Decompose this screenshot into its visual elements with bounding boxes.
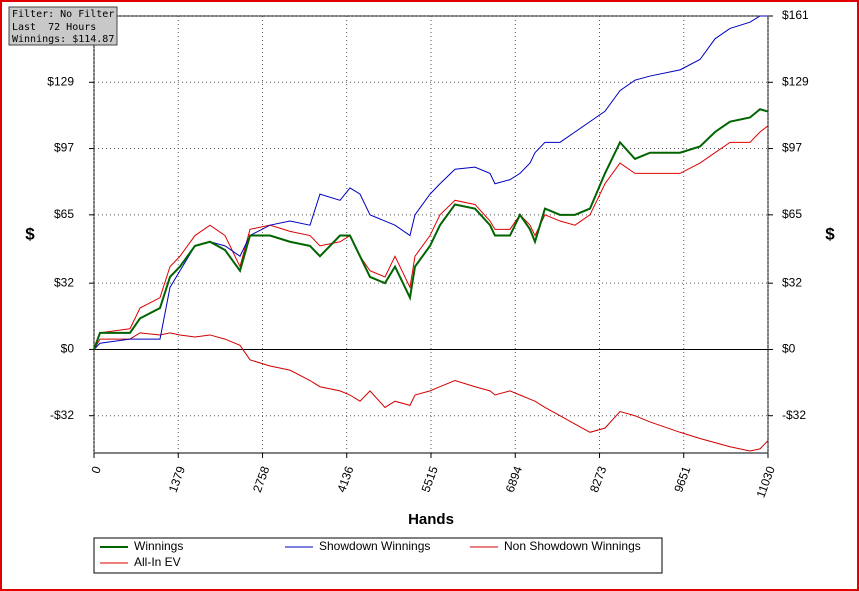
y2-tick-label: $129 <box>782 74 809 88</box>
info-box <box>8 6 118 46</box>
y-axis-label: $ <box>25 224 35 243</box>
y-tick-label: -$32 <box>50 408 74 422</box>
y2-tick-label: $0 <box>782 342 796 356</box>
y-tick-label: $97 <box>54 141 74 155</box>
y-tick-label: $32 <box>54 275 74 289</box>
legend-label: All-In EV <box>134 555 181 569</box>
series-line <box>93 108 769 350</box>
series-line <box>93 125 769 350</box>
legend <box>93 537 663 574</box>
y2-tick-label: $65 <box>782 207 802 221</box>
y2-axis-label: $ <box>825 224 835 243</box>
y-tick-label: $0 <box>61 342 75 356</box>
y-tick-label: $129 <box>47 74 74 88</box>
y2-tick-label: -$32 <box>782 408 806 422</box>
info-text: Winnings: $114.87 <box>12 34 114 45</box>
legend-label: Showdown Winnings <box>319 539 430 553</box>
info-text: Last 72 Hours <box>12 22 96 33</box>
legend-label: Non Showdown Winnings <box>504 539 641 553</box>
y2-tick-label: $32 <box>782 275 802 289</box>
y2-tick-label: $161 <box>782 8 809 22</box>
legend-label: Winnings <box>134 539 183 553</box>
info-text: Filter: No Filter <box>12 9 114 20</box>
y2-tick-label: $97 <box>782 141 802 155</box>
x-axis-label: Hands <box>408 511 454 528</box>
x-tick-label: 0 <box>88 464 104 475</box>
y-tick-label: $65 <box>54 207 74 221</box>
series-line <box>93 332 769 452</box>
